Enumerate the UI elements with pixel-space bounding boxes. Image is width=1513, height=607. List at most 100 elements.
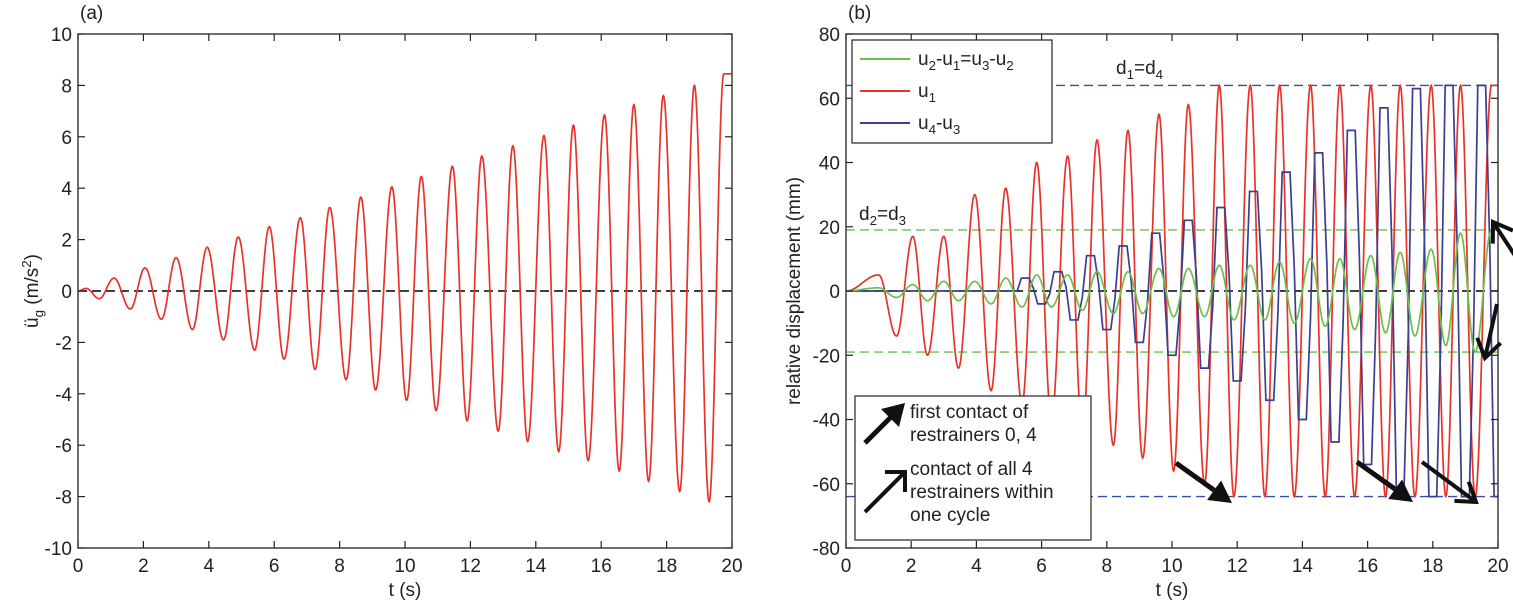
text-part: ü bbox=[22, 317, 43, 328]
text-part: 4 bbox=[1156, 67, 1163, 82]
open-arrow-marker bbox=[1420, 460, 1478, 504]
open-arrow-marker-head bbox=[1490, 218, 1513, 244]
y-tick-label: -20 bbox=[813, 346, 840, 367]
y-tick-label: 60 bbox=[819, 89, 840, 110]
filled-arrow-marker-head bbox=[1388, 479, 1413, 502]
arrow-legend-text: first contact of bbox=[910, 402, 1029, 423]
filled-arrow-marker bbox=[1355, 459, 1397, 492]
x-tick-label: 12 bbox=[460, 556, 481, 577]
text-part: 3 bbox=[953, 122, 960, 137]
y-tick-label: 8 bbox=[61, 76, 72, 97]
text-part: g bbox=[31, 310, 46, 317]
series-line bbox=[846, 83, 1498, 499]
text-part: =d bbox=[877, 204, 899, 225]
arrow-legend-text: one cycle bbox=[910, 505, 990, 526]
x-tick-label: 10 bbox=[1161, 556, 1182, 577]
text-part: =u bbox=[960, 49, 982, 70]
text-part: -u bbox=[936, 49, 953, 70]
series-line bbox=[78, 72, 732, 504]
text-part: 1 bbox=[929, 90, 936, 105]
chart-panel-a: 0 2 4 6 8 10 12 14 16 18 20 -10 -8 -6 -4 -2 0 2 4 6 8 10 t (s)… bbox=[19, 3, 743, 601]
legend-entry: u2-u1=u3-u2 bbox=[918, 49, 1014, 73]
open-arrow-head-icon bbox=[885, 470, 907, 492]
arrow-legend-text: restrainers 0, 4 bbox=[910, 425, 1037, 446]
y-tick-label: -4 bbox=[55, 385, 72, 406]
series-line bbox=[846, 84, 1498, 498]
text-part: 1 bbox=[1127, 67, 1134, 82]
y-tick-label: -8 bbox=[55, 488, 72, 509]
arrow-legend-text: contact of all 4 bbox=[910, 459, 1033, 480]
y-tick-label: -10 bbox=[45, 539, 72, 560]
panel-label: (b) bbox=[848, 3, 871, 24]
x-tick-label: 20 bbox=[1487, 556, 1508, 577]
text-part: =d bbox=[1134, 58, 1156, 79]
y-axis-label: üg (m/s2) bbox=[19, 254, 46, 328]
filled-arrow-marker-head bbox=[1207, 480, 1232, 503]
open-arrow-marker bbox=[1491, 220, 1513, 257]
x-tick-label: 18 bbox=[656, 556, 677, 577]
y-tick-label: 0 bbox=[61, 282, 72, 303]
y-tick-label: 6 bbox=[61, 128, 72, 149]
x-tick-label: 2 bbox=[138, 556, 149, 577]
text-part: u bbox=[918, 113, 929, 134]
x-tick-label: 6 bbox=[269, 556, 280, 577]
x-tick-label: 16 bbox=[591, 556, 612, 577]
text-part: -u bbox=[936, 113, 953, 134]
arrow-legend-text: restrainers within bbox=[910, 482, 1054, 503]
filled-arrow-head-icon bbox=[881, 403, 905, 427]
x-tick-label: 4 bbox=[971, 556, 982, 577]
text-part: 2 bbox=[870, 213, 877, 228]
text-part: 1 bbox=[953, 58, 960, 73]
text-part: 3 bbox=[982, 58, 989, 73]
y-tick-label: 4 bbox=[61, 179, 72, 200]
open-arrow-icon bbox=[863, 470, 907, 514]
y-tick-label: 40 bbox=[819, 154, 840, 175]
text-part: 2 bbox=[19, 260, 34, 267]
x-axis-label: t (s) bbox=[1156, 580, 1189, 601]
x-tick-label: 4 bbox=[204, 556, 215, 577]
x-tick-label: 14 bbox=[525, 556, 547, 577]
panel-label: (a) bbox=[80, 3, 103, 24]
y-tick-label: -6 bbox=[55, 436, 72, 457]
x-tick-label: 8 bbox=[1102, 556, 1113, 577]
legend-entry: u1 bbox=[918, 81, 936, 105]
text-part: u bbox=[918, 49, 929, 70]
text-part: 3 bbox=[899, 213, 906, 228]
y-tick-label: -80 bbox=[813, 539, 840, 560]
filled-arrow-marker bbox=[1174, 460, 1216, 493]
x-tick-label: 14 bbox=[1292, 556, 1314, 577]
y-tick-label: 10 bbox=[51, 25, 72, 46]
x-tick-label: 0 bbox=[841, 556, 852, 577]
text-part: 2 bbox=[929, 58, 936, 73]
x-tick-label: 18 bbox=[1422, 556, 1443, 577]
x-tick-label: 0 bbox=[73, 556, 84, 577]
x-tick-label: 8 bbox=[334, 556, 345, 577]
y-tick-label: 0 bbox=[829, 282, 840, 303]
text-part: u bbox=[918, 81, 929, 102]
x-axis-label: t (s) bbox=[389, 580, 422, 601]
text-part: d bbox=[1116, 58, 1127, 79]
open-arrow-marker bbox=[1483, 303, 1499, 359]
annotation-d1-d4: d1=d4 bbox=[1116, 58, 1163, 82]
open-arrow-marker-head bbox=[1454, 480, 1479, 505]
annotation-d2-d3: d2=d3 bbox=[859, 204, 906, 228]
x-tick-label: 6 bbox=[1036, 556, 1047, 577]
y-tick-label: 80 bbox=[819, 25, 840, 46]
open-arrow-marker-head bbox=[1475, 337, 1503, 362]
x-tick-label: 2 bbox=[906, 556, 917, 577]
chart-panel-b: 0 2 4 6 8 10 12 14 16 18 20-80-60-40-20020406080t … bbox=[784, 3, 1513, 601]
text-part: (m/s bbox=[22, 268, 43, 310]
y-tick-label: 2 bbox=[61, 231, 72, 252]
plot-area bbox=[78, 72, 732, 504]
plot-area bbox=[846, 83, 1498, 499]
x-tick-label: 20 bbox=[721, 556, 742, 577]
legend-entry: u4-u3 bbox=[918, 113, 960, 137]
text-part: 4 bbox=[929, 122, 936, 137]
y-tick-label: -40 bbox=[813, 411, 840, 432]
series-line bbox=[846, 229, 1498, 353]
y-tick-label: -2 bbox=[55, 333, 72, 354]
text-part: 2 bbox=[1006, 58, 1013, 73]
y-axis-label: relative displacement (mm) bbox=[784, 177, 805, 405]
x-tick-label: 16 bbox=[1357, 556, 1378, 577]
